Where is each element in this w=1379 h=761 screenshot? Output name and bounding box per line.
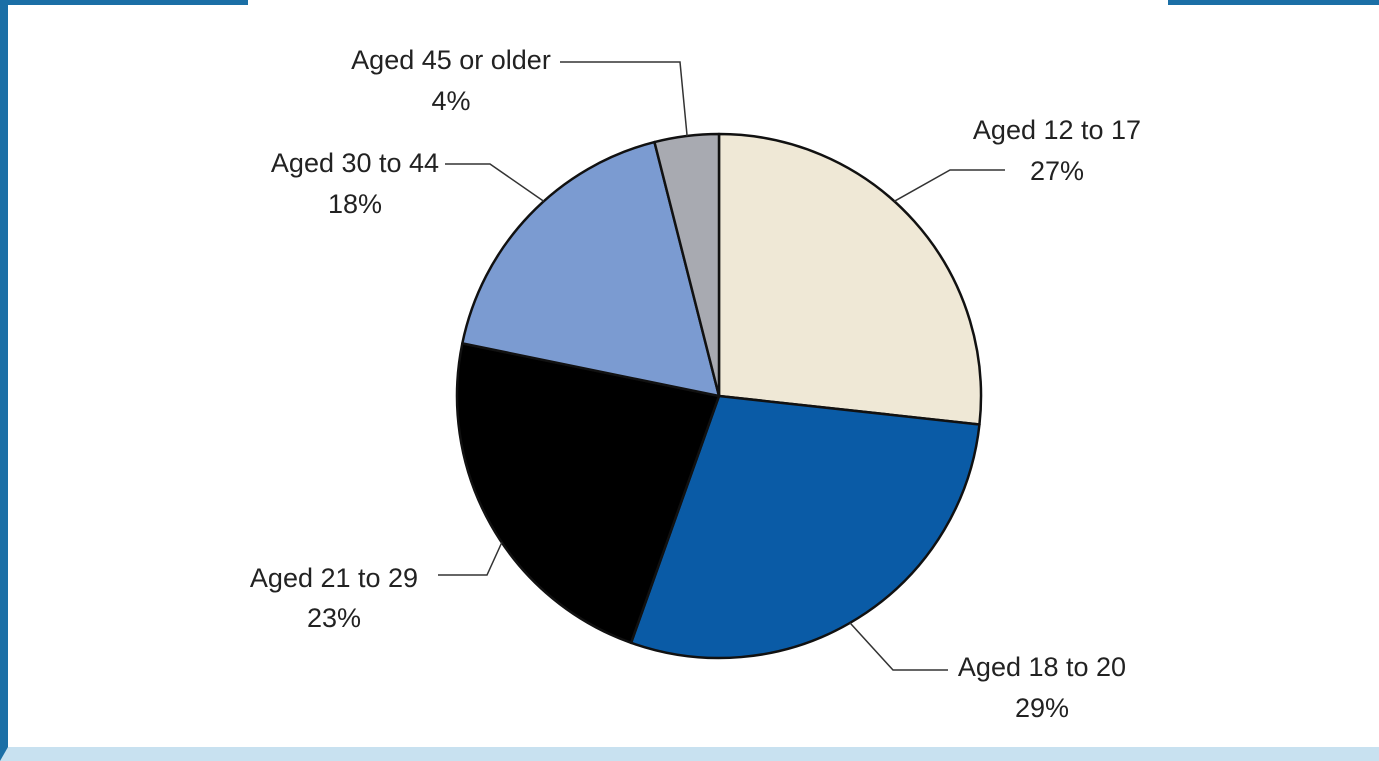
label-slice-3-name: Aged 30 to 44 bbox=[271, 148, 439, 178]
leader-line-4 bbox=[560, 61, 688, 137]
pie-slice-3 bbox=[461, 140, 721, 398]
label-slice-4-value: 4% bbox=[431, 86, 470, 116]
label-slice-1-value: 29% bbox=[1015, 693, 1069, 723]
label-slice-2-name: Aged 21 to 29 bbox=[250, 563, 418, 593]
leader-line-2 bbox=[438, 542, 503, 576]
pie-slices bbox=[455, 132, 983, 660]
leader-lines bbox=[438, 61, 1005, 671]
label-slice-4-name: Aged 45 or older bbox=[351, 45, 551, 75]
label-slice-0-name: Aged 12 to 17 bbox=[973, 115, 1141, 145]
pie-slice-2 bbox=[455, 342, 721, 645]
label-slice-1-name: Aged 18 to 20 bbox=[958, 652, 1126, 682]
label-slice-0-value: 27% bbox=[1030, 156, 1084, 186]
label-slice-3-value: 18% bbox=[328, 189, 382, 219]
pie-slice-4 bbox=[653, 132, 721, 398]
leader-line-3 bbox=[445, 163, 545, 202]
pie-slice-1 bbox=[629, 394, 981, 660]
frame-top-gap bbox=[248, 0, 1168, 5]
leader-line-0 bbox=[893, 169, 1005, 202]
label-slice-2-value: 23% bbox=[307, 603, 361, 633]
slice-labels: Aged 12 to 17 27% Aged 18 to 20 29% Aged… bbox=[250, 45, 1141, 723]
leader-line-1 bbox=[849, 622, 948, 671]
pie-slice-0 bbox=[717, 132, 983, 426]
